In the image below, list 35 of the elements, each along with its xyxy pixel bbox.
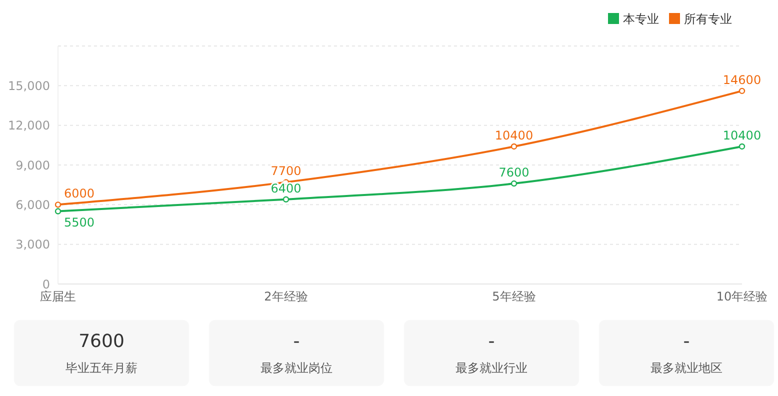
legend-label: 本专业: [623, 12, 659, 26]
text: 7600: [78, 330, 126, 354]
legend-label: 所有专业: [684, 12, 732, 26]
x-tick-label: 应届生: [40, 290, 76, 304]
data-label: 7600: [498, 166, 530, 180]
text: 最多就业岗位: [260, 360, 334, 377]
y-tick-label: 3,000: [16, 238, 50, 252]
point: [738, 88, 746, 94]
data-label: 10400: [494, 128, 534, 142]
point: [282, 196, 290, 202]
text: 最多就业地区: [650, 360, 724, 377]
text: 最多就业行业: [454, 360, 528, 377]
y-tick-label: 0: [42, 277, 50, 292]
data-label: 7700: [270, 164, 302, 178]
point: [510, 180, 518, 187]
y-tick-label: 6,000: [16, 198, 50, 212]
point: [54, 202, 62, 208]
y-tick-label: 9,000: [16, 158, 50, 172]
point: [510, 143, 518, 150]
x-tick-label: 10年经验: [716, 290, 768, 304]
text: -: [487, 330, 496, 354]
data-label: 10400: [722, 128, 762, 142]
data-label: 6000: [64, 186, 95, 201]
point: [738, 143, 746, 150]
data-label: 14600: [722, 72, 762, 87]
y-tick-label: 12,000: [8, 118, 50, 133]
text: 毕业五年月薪: [64, 360, 138, 377]
y-tick-label: 15,000: [8, 78, 50, 93]
x-tick-label: 5年经验: [492, 290, 536, 304]
data-label: 5500: [64, 215, 95, 230]
point: [54, 208, 62, 214]
data-label: 6400: [270, 181, 302, 196]
text: -: [682, 330, 691, 354]
text: -: [292, 330, 301, 354]
x-tick-label: 2年经验: [264, 290, 308, 304]
